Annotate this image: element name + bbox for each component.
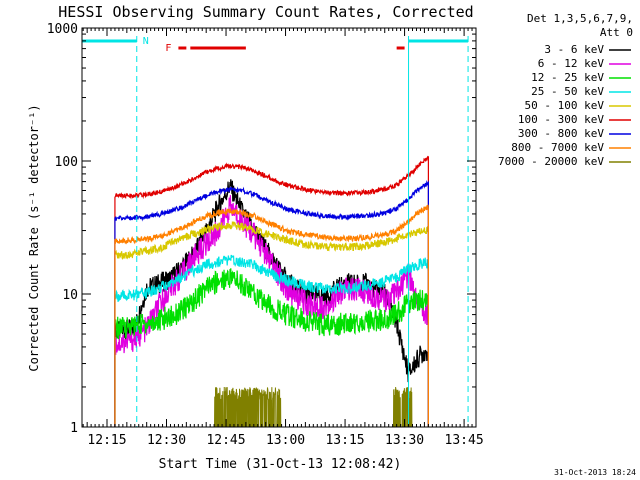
x-tick-label: 13:00 <box>266 433 305 448</box>
series-line-8 <box>114 204 429 427</box>
chart-title: HESSI Observing Summary Count Rates, Cor… <box>58 3 473 21</box>
x-tick-label: 13:45 <box>445 433 484 448</box>
series-line-5 <box>114 220 429 427</box>
legend-label-3: 12 - 25 keV <box>531 71 604 84</box>
series-line-4 <box>114 254 429 427</box>
x-axis-label: Start Time (31-Oct-13 12:08:42) <box>159 457 402 472</box>
plot-frame <box>81 27 477 428</box>
y-tick-label: 10 <box>62 288 78 303</box>
x-tick-label: 13:30 <box>385 433 424 448</box>
y-tick-label: 1 <box>70 421 78 436</box>
legend-label-6: 100 - 300 keV <box>518 113 604 126</box>
flag-n-label: N <box>143 36 149 47</box>
x-tick-label: 12:30 <box>147 433 186 448</box>
x-tick-label: 13:15 <box>325 433 364 448</box>
legend-label-9: 7000 - 20000 keV <box>498 155 604 168</box>
legend-label-1: 3 - 6 keV <box>544 43 604 56</box>
y-tick-label: 100 <box>55 155 78 170</box>
legend-label-5: 50 - 100 keV <box>525 99 605 112</box>
legend-label-8: 800 - 7000 keV <box>511 141 604 154</box>
x-tick-label: 12:45 <box>206 433 245 448</box>
plot-layer: NF <box>82 36 469 428</box>
series-line-1 <box>114 179 429 427</box>
series-line-2 <box>114 195 429 427</box>
timestamp: 31-Oct-2013 18:24 <box>554 468 636 477</box>
y-tick-label: 1000 <box>47 22 78 37</box>
legend-title-line-1: Det 1,3,5,6,7,9, <box>527 12 633 25</box>
legend-label-7: 300 - 800 keV <box>518 127 604 140</box>
series-line-7 <box>114 180 429 427</box>
axes-layer: 1 10 100 1000 12:15 12:30 12:45 13:00 13:15 13:30… <box>47 22 484 448</box>
y-axis-label: Corrected Count Rate (s⁻¹ detector⁻¹) <box>27 104 41 371</box>
series-line-3 <box>114 268 429 427</box>
legend-title-line-2: Att 0 <box>600 26 633 39</box>
x-tick-label: 12:15 <box>87 433 126 448</box>
legend-label-4: 25 - 50 keV <box>531 85 604 98</box>
flag-f-label: F <box>165 43 171 54</box>
series-line-6 <box>114 155 429 427</box>
legend-label-2: 6 - 12 keV <box>538 57 605 70</box>
